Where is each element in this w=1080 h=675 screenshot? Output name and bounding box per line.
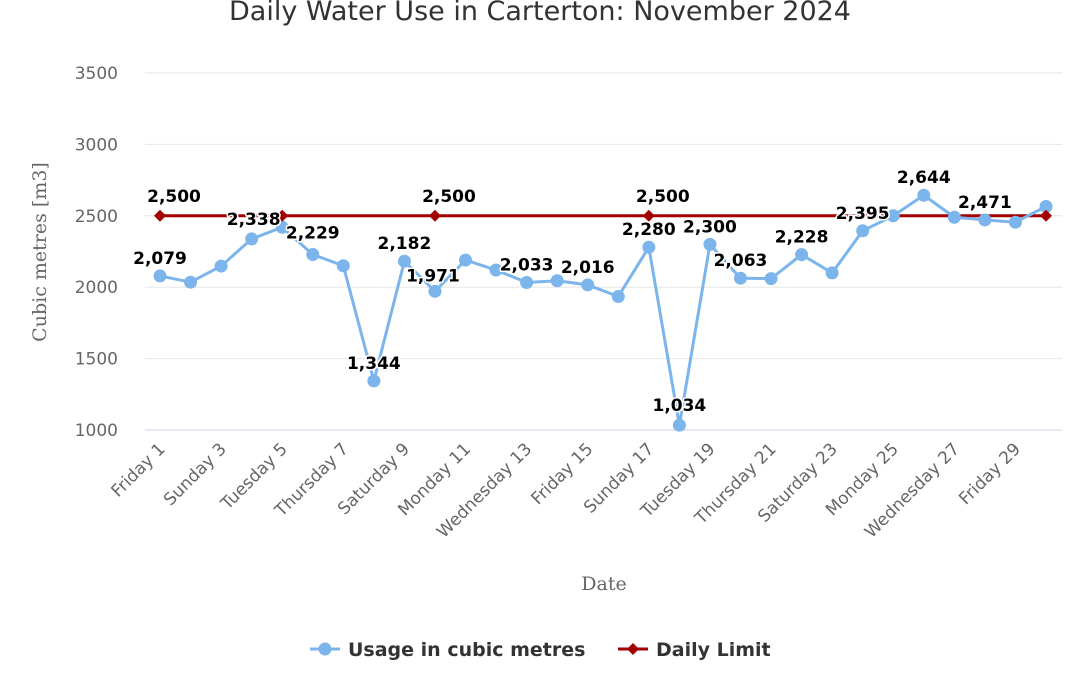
usage-point xyxy=(336,259,350,273)
chart-title: Daily Water Use in Carterton: November 2… xyxy=(229,0,851,27)
series-layer xyxy=(153,188,1053,432)
daily-limit-data-label: 2,500 xyxy=(147,187,201,207)
legend-diamond-marker xyxy=(627,643,639,655)
daily-limit-data-label: 2,500 xyxy=(636,187,690,207)
usage-point xyxy=(703,237,717,251)
usage-point xyxy=(275,220,289,234)
usage-point xyxy=(978,213,992,227)
usage-data-label: 2,079 xyxy=(133,249,187,269)
usage-data-label: 2,063 xyxy=(714,251,768,271)
daily-limit-point xyxy=(276,209,289,222)
x-tick-label: Friday 29 xyxy=(955,439,1025,509)
usage-data-label: 2,338 xyxy=(227,210,281,230)
usage-point xyxy=(795,248,809,262)
legend-circle-marker xyxy=(318,642,332,656)
y-tick-label: 1500 xyxy=(75,350,118,370)
legend-item-usage[interactable]: Usage in cubic metres xyxy=(310,639,585,661)
usage-point xyxy=(1008,215,1022,229)
usage-point xyxy=(184,275,198,289)
usage-data-label: 2,300 xyxy=(683,217,737,237)
usage-data-label: 2,033 xyxy=(500,255,554,275)
usage-point xyxy=(459,253,473,267)
usage-data-label: 2,182 xyxy=(378,234,432,254)
usage-point xyxy=(764,272,778,286)
x-tick-label: Friday 1 xyxy=(107,439,169,501)
y-tick-label: 3500 xyxy=(75,64,118,84)
usage-data-label: 2,229 xyxy=(286,223,340,243)
usage-point xyxy=(672,418,686,432)
usage-point xyxy=(428,284,442,298)
legend-label: Daily Limit xyxy=(656,639,771,661)
daily-limit-point xyxy=(642,209,655,222)
usage-point xyxy=(397,254,411,268)
daily-limit-point xyxy=(154,209,166,222)
usage-point xyxy=(581,278,595,292)
usage-point xyxy=(245,232,259,246)
usage-data-label: 2,471 xyxy=(958,193,1012,213)
legend-label: Usage in cubic metres xyxy=(348,639,585,661)
y-tick-label: 1000 xyxy=(75,421,118,441)
usage-point xyxy=(886,209,900,223)
usage-point xyxy=(153,269,167,283)
usage-data-label: 1,971 xyxy=(406,266,460,286)
daily-limit-point xyxy=(1040,209,1052,222)
daily-limit-data-label: 2,500 xyxy=(422,187,476,207)
usage-point xyxy=(642,240,656,254)
usage-point xyxy=(306,247,320,261)
y-tick-label: 2000 xyxy=(75,278,118,298)
usage-data-label: 2,395 xyxy=(836,204,890,224)
usage-point xyxy=(1039,200,1053,214)
usage-point xyxy=(214,259,228,273)
usage-data-label: 2,016 xyxy=(561,258,615,278)
legend: Usage in cubic metres Daily Limit xyxy=(310,639,771,661)
x-axis-title: Date xyxy=(581,573,626,595)
usage-data-label: 1,344 xyxy=(347,354,401,374)
usage-point xyxy=(947,210,961,224)
usage-data-label: 1,034 xyxy=(652,396,706,416)
usage-data-label: 2,228 xyxy=(775,228,829,248)
usage-point xyxy=(520,275,534,289)
usage-data-label: 2,644 xyxy=(897,168,951,188)
legend-item-daily-limit[interactable]: Daily Limit xyxy=(618,639,771,661)
usage-point xyxy=(917,188,931,202)
usage-data-label: 2,280 xyxy=(622,220,676,240)
usage-point xyxy=(733,271,747,285)
usage-point xyxy=(367,374,381,388)
usage-point xyxy=(550,274,564,288)
daily-limit-point xyxy=(428,209,441,222)
y-axis-title: Cubic metres [m3] xyxy=(29,162,51,342)
usage-point xyxy=(856,224,870,238)
y-tick-label: 3000 xyxy=(75,135,118,155)
usage-point xyxy=(611,289,625,303)
y-axis-ticks: 1000 1500 2000 2500 3000 3500 xyxy=(75,64,118,441)
y-tick-label: 2500 xyxy=(75,207,118,227)
usage-point xyxy=(489,263,503,277)
usage-point xyxy=(825,266,839,280)
